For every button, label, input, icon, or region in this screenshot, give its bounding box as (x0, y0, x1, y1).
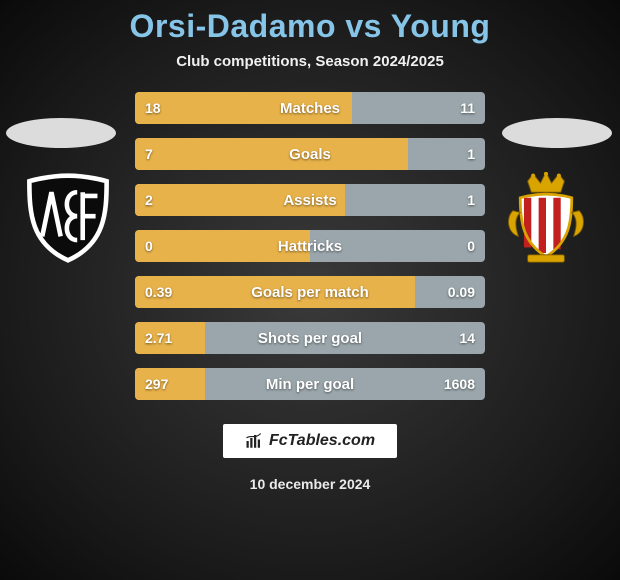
stat-value-right: 0.09 (448, 284, 475, 300)
stat-label: Shots per goal (258, 330, 362, 347)
player2-shadow-ellipse (502, 118, 612, 148)
stat-label: Hattricks (278, 238, 342, 255)
stat-value-left: 18 (145, 100, 161, 116)
stat-value-right: 11 (460, 100, 475, 116)
page-title: Orsi-Dadamo vs Young (130, 8, 491, 45)
comparison-card: Orsi-Dadamo vs Young Club competitions, … (0, 0, 620, 580)
stat-value-left: 2.71 (145, 330, 172, 346)
player1-shadow-ellipse (6, 118, 116, 148)
stat-row: 18 Matches 11 (135, 92, 485, 124)
stat-label: Goals per match (251, 284, 369, 301)
stat-value-right: 1 (467, 192, 475, 208)
player2-club-crest (500, 172, 592, 264)
player1-club-crest (22, 172, 114, 264)
stat-value-left: 0 (145, 238, 153, 254)
stat-value-right: 1 (467, 146, 475, 162)
shield-icon (22, 172, 114, 264)
brand-label: FcTables.com (269, 432, 375, 450)
page-subtitle: Club competitions, Season 2024/2025 (176, 53, 444, 70)
date-label: 10 december 2024 (250, 476, 371, 492)
stat-value-left: 297 (145, 376, 168, 392)
stats-list: 18 Matches 11 7 Goals 1 2 Assists 1 0 Hattricks 0 0.… (135, 92, 485, 400)
stat-row: 0.39 Goals per match 0.09 (135, 276, 485, 308)
stat-value-right: 14 (459, 330, 475, 346)
bar-chart-icon (245, 432, 263, 450)
stat-bar-fill (135, 138, 408, 170)
stat-label: Matches (280, 100, 340, 117)
stat-value-left: 7 (145, 146, 153, 162)
stat-value-right: 1608 (444, 376, 475, 392)
stat-value-right: 0 (467, 238, 475, 254)
stat-value-left: 0.39 (145, 284, 172, 300)
stat-row: 2 Assists 1 (135, 184, 485, 216)
heraldic-crest-icon (500, 172, 592, 264)
brand-badge[interactable]: FcTables.com (223, 424, 397, 458)
stat-row: 297 Min per goal 1608 (135, 368, 485, 400)
stat-label: Assists (283, 192, 336, 209)
stat-value-left: 2 (145, 192, 153, 208)
stat-row: 2.71 Shots per goal 14 (135, 322, 485, 354)
stat-label: Min per goal (266, 376, 354, 393)
stat-label: Goals (289, 146, 331, 163)
stat-row: 7 Goals 1 (135, 138, 485, 170)
stat-row: 0 Hattricks 0 (135, 230, 485, 262)
